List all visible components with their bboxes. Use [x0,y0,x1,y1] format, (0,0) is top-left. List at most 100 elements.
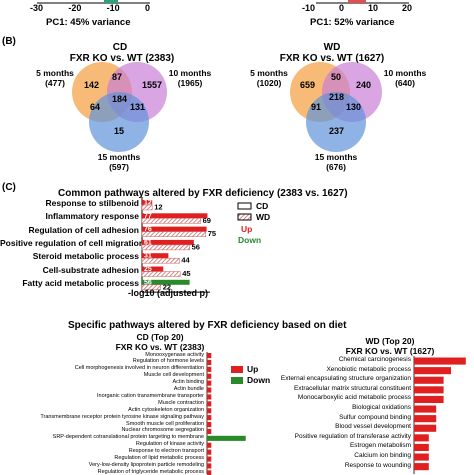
right-tick-labels: -10 0 10 20 [302,3,412,13]
cd-value-label: 12 [144,200,152,207]
wd-top-category-label: Biological oxidations [352,404,411,411]
cd-top-bar [207,442,212,448]
cd-top-category-label: Muscle cell development [143,372,204,379]
wd-top-bar [414,443,429,451]
wd-value-label: 12 [154,203,162,212]
wd-region-only15: 237 [329,126,345,136]
cd-value-label: 31 [144,253,152,260]
wd-top-subtitle: FXR KO vs. WT (1627) [345,346,435,356]
cd-top-bar [207,366,212,372]
cd-region-10-15: 131 [130,102,146,112]
wd-bar [141,284,161,291]
wd-region-only10: 240 [356,80,372,90]
cd-bar [142,266,164,272]
wd-top-category-label: External encapsulating structure organiz… [280,375,411,383]
wd-set-10m-total: (640) [395,78,415,88]
wd-set-10m-name: 10 months [383,68,427,78]
wd-set-5m-label: 5 months (1020) [244,68,294,88]
cd-top-bar [207,373,212,379]
wd-top-bar [414,357,466,365]
wd-top-category-label: Response to wounding [344,461,411,469]
right-tick-2: 10 [367,3,378,13]
right-tick-1: 0 [338,3,344,13]
cd-top-category-label: Regulation of lipid metabolic process [114,455,204,461]
wd-set-10m-label: 10 months (640) [380,68,430,88]
wd-bar [141,231,206,237]
cd-region-5-15: 64 [90,102,101,112]
cd-value-label: 77 [144,213,152,220]
wd-value-label: 44 [181,256,190,265]
specific-chart-title: Specific pathways altered by FXR deficie… [68,320,347,331]
legend-up-label: Up [241,224,253,234]
cd-bar [142,226,207,232]
wd-value-label: 45 [182,269,190,278]
cd-top-category-label: Cell morphogenesis involved in neuron di… [74,365,204,372]
cd-top-bar [207,401,212,407]
cd-top-bar [207,359,212,365]
cd-top-legend-up-swatch [231,366,243,373]
common-category-label: Cell-substrate adhesion [42,264,139,275]
cd-top-title: CD (Top 20) [136,332,184,342]
wd-bar [141,244,190,251]
wd-top-category-label: Chemical carcinogenesis [338,356,411,363]
cd-bar [142,253,169,259]
left-tick-3: 0 [144,3,150,13]
cd-value-label: 76 [144,226,152,233]
cd-top-category-label: Actin bundle [173,386,204,392]
wd-top-title: WD (Top 20) [365,336,415,346]
cd-set-5m-total: (477) [45,78,65,88]
cd-set-10m-label: 10 months (1965) [165,68,215,88]
wd-top-category-label: Monocarboxylic acid metabolic process [297,394,411,402]
common-category-label: Inflammatory response [45,211,139,222]
right-axis-label: PC1: 52% variance [310,17,395,28]
cd-value-label: 25 [144,266,152,273]
wd-region-5-10: 50 [331,72,342,82]
wd-set-5m-name: 5 months [250,68,288,78]
cd-region-only15: 15 [114,126,125,136]
cd-top-bar [207,435,246,441]
wd-region-all: 218 [329,92,345,102]
left-tick-1: -20 [68,3,82,13]
cd-value-label: 61 [144,239,152,246]
cd-bar [142,279,190,285]
cd-top-category-label: Response to electron transport [128,448,204,455]
cd-top-category-label: Regulation of hormone levels [132,358,204,365]
left-tick-0: -30 [30,3,44,13]
cd-top-legend-up: Up [247,364,259,374]
common-chart-title: Common pathways altered by FXR deficienc… [58,188,348,199]
wd-top-bar [414,395,444,403]
panel-a-left-axis [37,0,409,4]
wd-bar [141,218,201,224]
wd-bar [141,204,153,211]
cd-set-15m-label: 15 months (597) [94,152,144,172]
wd-top-category-label: Positive regulation of transferase activ… [294,432,411,440]
wd-set-5m-total: (1020) [256,78,282,88]
wd-region-5-15: 91 [311,102,322,112]
cd-set-15m-name: 15 months [97,152,141,162]
wd-value-label: 56 [192,242,200,251]
wd-set-15m-name: 15 months [314,152,358,162]
cd-top-bar [207,387,212,393]
wd-top-category-label: Blood vessel development [335,423,411,431]
cd-top-category-label: Inorganic cation transmembrane transport… [97,392,204,399]
legend-down-label: Down [238,235,262,245]
cd-top-bar [207,428,212,434]
cd-bar [142,213,208,219]
cd-top-category-label: Actin cytoskeleton organization [128,406,204,413]
cd-bar [142,239,194,245]
legend-cd-swatch [237,202,252,210]
cd-top-category-label: Smooth muscle cell proliferation [126,420,204,427]
cd-top-legend-down: Down [247,375,271,385]
wd-region-only5: 659 [300,80,316,90]
wd-top-bar [414,463,429,471]
wd-top-category-label: Sulfur compound binding [339,413,411,421]
cd-set-10m-total: (1965) [177,78,203,88]
wd-top-bar [414,434,429,442]
cd-set-5m-name: 5 months [36,68,74,78]
cd-top-bar [207,394,212,400]
common-category-label: Fatty acid metabolic process [22,277,139,288]
wd-region-10-15: 130 [346,102,362,112]
